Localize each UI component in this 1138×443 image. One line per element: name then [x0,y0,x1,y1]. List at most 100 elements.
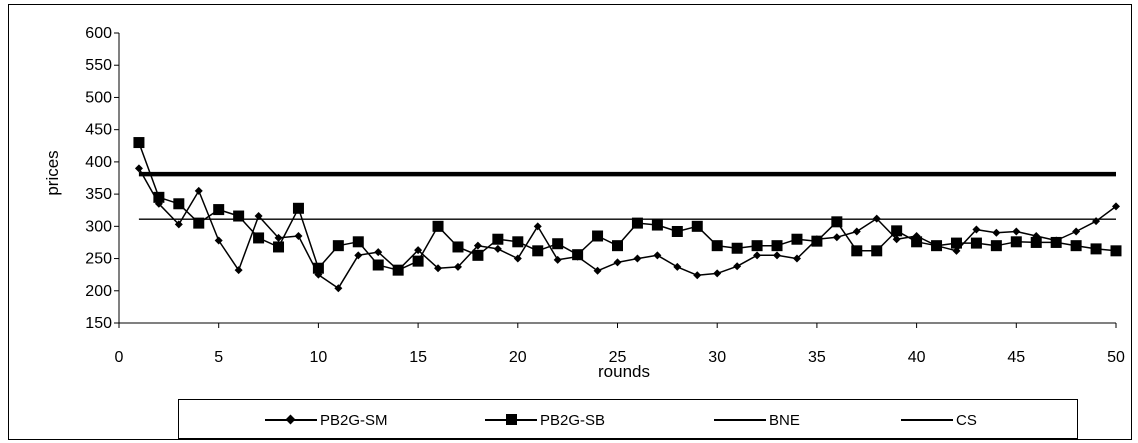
data-point-pb2g-sb [193,217,205,229]
data-point-pb2g-sm [733,262,742,271]
data-point-pb2g-sm [254,212,263,221]
y-axis: 150 200 250 300 350 400 450 500 550 600 [85,25,120,332]
y-tick-label: 150 [85,315,112,332]
data-point-pb2g-sb [631,217,643,229]
data-point-pb2g-sm [374,248,383,257]
data-point-pb2g-sm [992,228,1001,237]
data-point-pb2g-sb [990,240,1002,252]
data-point-pb2g-sb [1010,236,1022,248]
legend-item-bne: BNE [714,410,800,430]
x-tick-label: 30 [708,349,726,366]
data-point-pb2g-sm [513,254,522,263]
data-point-pb2g-sb [133,137,145,149]
data-point-pb2g-sb [312,262,324,274]
data-point-pb2g-sm [753,251,762,260]
series-line-pb2g-sb [138,142,1117,271]
data-point-pb2g-sb [173,198,185,210]
data-point-pb2g-sm [673,262,682,271]
data-point-pb2g-sb [452,241,464,253]
data-point-pb2g-sm [294,232,303,240]
y-tick-label: 400 [85,154,112,171]
y-tick-label: 600 [85,25,112,42]
legend-swatch-square [485,410,537,430]
data-point-pb2g-sb [472,249,484,261]
data-point-pb2g-sm [852,227,861,236]
x-tick-label: 15 [409,349,427,366]
y-tick-label: 200 [85,283,112,300]
data-point-pb2g-sb [213,204,225,216]
data-point-pb2g-sb [1090,243,1102,255]
data-point-pb2g-sb [512,236,524,248]
y-axis-title: prices [43,150,62,195]
data-point-pb2g-sb [153,191,165,203]
data-point-pb2g-sb [691,220,703,232]
data-point-pb2g-sb [1050,236,1062,248]
y-tick-label: 300 [85,218,112,235]
series-line-pb2g-sm [138,167,1117,289]
data-point-pb2g-sm [234,266,243,275]
data-point-pb2g-sb [791,233,803,245]
legend-swatch-diamond [265,410,317,430]
data-point-pb2g-sb [891,225,903,237]
x-axis-title: rounds [598,362,650,381]
data-point-pb2g-sb [831,216,843,228]
data-point-pb2g-sb [532,245,544,257]
legend-swatch-line [714,410,766,430]
data-point-pb2g-sb [950,237,962,249]
data-point-pb2g-sb [292,202,304,214]
data-point-pb2g-sm [1072,227,1081,236]
legend: PB2G-SM PB2G-SB BNE CS [178,399,1078,439]
data-point-pb2g-sm [553,255,562,264]
data-point-pb2g-sm [593,266,602,275]
data-point-pb2g-sb [332,240,344,252]
data-point-pb2g-sm [792,254,801,263]
data-point-pb2g-sm [832,233,841,242]
data-point-pb2g-sb [233,210,245,222]
data-point-pb2g-sb [372,259,384,271]
data-point-pb2g-sb [412,255,424,267]
x-tick-label: 20 [509,349,527,366]
data-point-pb2g-sm [653,251,662,260]
legend-item-pb2g-sb: PB2G-SB [485,410,605,430]
data-point-pb2g-sb [771,240,783,252]
x-tick-label: 5 [214,349,223,366]
line-chart: 150 200 250 300 350 400 450 500 550 600 0 5 10 15 20 2… [43,25,1125,381]
data-point-pb2g-sb [1030,236,1042,248]
data-point-pb2g-sm [334,284,343,293]
data-point-pb2g-sb [651,219,663,231]
data-point-pb2g-sm [1012,227,1021,236]
data-point-pb2g-sb [671,225,683,237]
legend-label: CS [956,411,977,429]
data-point-pb2g-sb [253,232,265,244]
data-point-pb2g-sb [612,240,623,252]
y-tick-label: 250 [85,251,112,268]
data-point-pb2g-sm [354,251,363,260]
data-point-pb2g-sm [434,264,443,273]
data-point-pb2g-sm [473,241,482,250]
y-tick-label: 450 [85,122,112,139]
data-point-pb2g-sb [572,249,584,261]
legend-swatch-line [901,410,953,430]
x-tick-label: 10 [310,349,328,366]
y-tick-label: 500 [85,89,112,106]
data-point-pb2g-sm [892,235,901,244]
legend-label: PB2G-SM [320,411,388,429]
legend-label: PB2G-SB [540,411,606,429]
data-point-pb2g-sb [392,264,404,276]
data-point-pb2g-sb [851,245,863,257]
data-point-pb2g-sb [273,241,285,253]
data-point-pb2g-sm [533,222,542,231]
data-point-pb2g-sb [1110,245,1122,257]
data-point-pb2g-sb [1070,240,1082,252]
data-point-pb2g-sm [134,164,143,173]
data-point-pb2g-sb [432,220,444,232]
data-point-pb2g-sm [773,251,782,260]
data-point-pb2g-sb [751,240,763,252]
data-point-pb2g-sm [952,246,961,255]
data-point-pb2g-sm [214,236,223,245]
data-point-pb2g-sm [174,220,183,229]
data-point-pb2g-sb [911,236,923,248]
data-point-pb2g-sm [713,269,722,278]
data-point-pb2g-sm [1112,202,1120,211]
data-point-pb2g-sm [493,244,502,253]
